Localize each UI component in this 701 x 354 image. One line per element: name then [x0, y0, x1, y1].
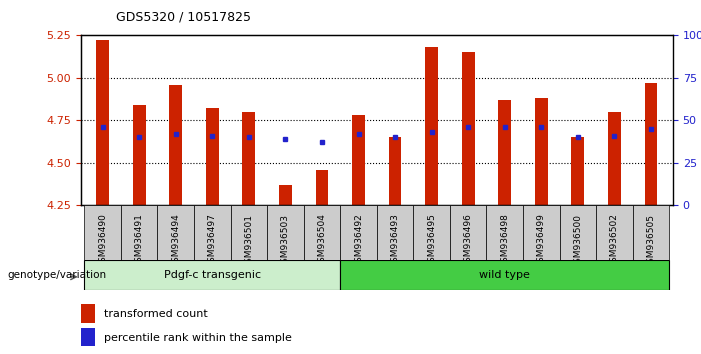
Bar — [596, 205, 633, 260]
Bar — [608, 112, 621, 205]
Bar — [243, 112, 255, 205]
Bar — [81, 328, 95, 347]
Bar — [388, 137, 402, 205]
Bar — [498, 100, 511, 205]
Bar — [523, 205, 559, 260]
Text: GSM936497: GSM936497 — [207, 213, 217, 268]
Text: GSM936495: GSM936495 — [427, 213, 436, 268]
Bar — [96, 40, 109, 205]
Bar — [231, 205, 267, 260]
Text: percentile rank within the sample: percentile rank within the sample — [104, 332, 292, 343]
Text: GSM936492: GSM936492 — [354, 213, 363, 268]
Text: GSM936501: GSM936501 — [245, 213, 253, 269]
Bar — [84, 205, 121, 260]
Bar — [169, 85, 182, 205]
Text: GDS5320 / 10517825: GDS5320 / 10517825 — [116, 11, 251, 24]
Text: GSM936503: GSM936503 — [281, 213, 290, 269]
Text: GSM936502: GSM936502 — [610, 213, 619, 268]
Bar — [645, 83, 658, 205]
Bar — [315, 170, 328, 205]
Bar — [486, 205, 523, 260]
Bar — [267, 205, 304, 260]
Bar — [340, 205, 377, 260]
Text: genotype/variation: genotype/variation — [7, 270, 106, 280]
Bar — [426, 47, 438, 205]
Bar — [633, 205, 669, 260]
Bar — [414, 205, 450, 260]
Text: GSM936504: GSM936504 — [318, 213, 327, 268]
Bar — [132, 105, 146, 205]
Text: GSM936491: GSM936491 — [135, 213, 144, 268]
Bar — [340, 260, 669, 290]
Bar — [352, 115, 365, 205]
Text: Pdgf-c transgenic: Pdgf-c transgenic — [164, 270, 261, 280]
Bar — [158, 205, 194, 260]
Text: GSM936493: GSM936493 — [390, 213, 400, 268]
Text: GSM936498: GSM936498 — [501, 213, 509, 268]
Text: GSM936496: GSM936496 — [463, 213, 472, 268]
Bar — [81, 304, 95, 323]
Bar — [559, 205, 596, 260]
Bar — [304, 205, 340, 260]
Text: GSM936490: GSM936490 — [98, 213, 107, 268]
Bar — [377, 205, 414, 260]
Text: GSM936494: GSM936494 — [171, 213, 180, 268]
Bar — [462, 52, 475, 205]
Text: GSM936505: GSM936505 — [646, 213, 655, 269]
Bar — [279, 185, 292, 205]
Bar — [206, 108, 219, 205]
Bar — [535, 98, 547, 205]
Text: wild type: wild type — [479, 270, 530, 280]
Text: GSM936499: GSM936499 — [537, 213, 546, 268]
Bar — [194, 205, 231, 260]
Bar — [571, 137, 585, 205]
Text: GSM936500: GSM936500 — [573, 213, 583, 269]
Bar — [84, 260, 340, 290]
Bar — [450, 205, 486, 260]
Bar — [121, 205, 158, 260]
Text: transformed count: transformed count — [104, 309, 208, 319]
